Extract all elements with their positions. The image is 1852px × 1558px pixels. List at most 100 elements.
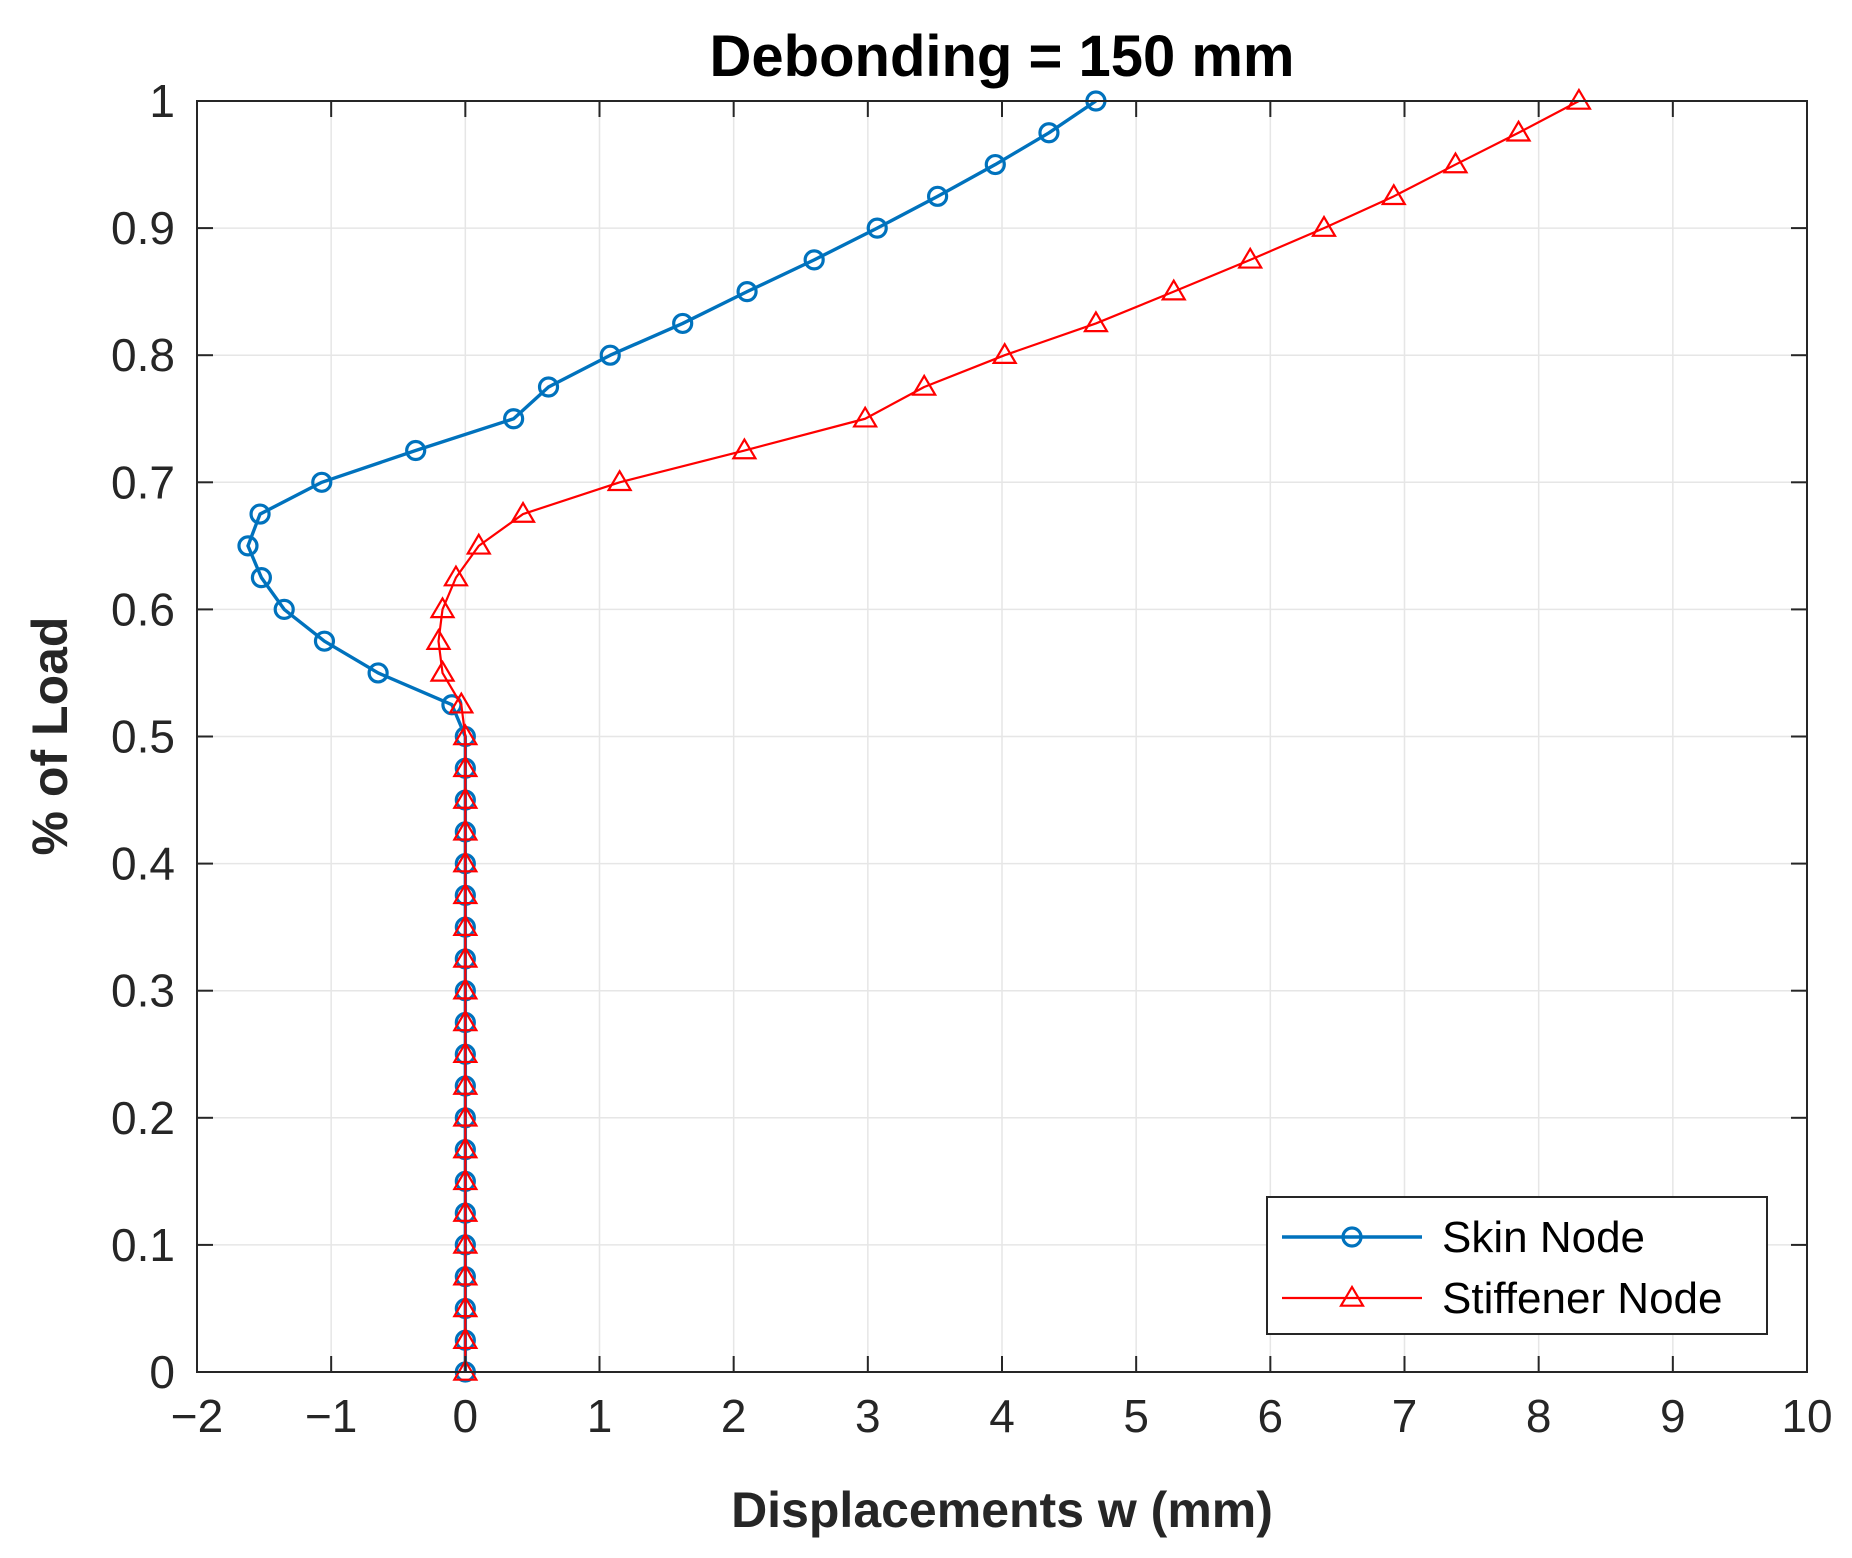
data-point-stiffener-node [452,1072,479,1095]
data-point-stiffener-node [443,564,469,587]
y-tick-label: 0.2 [111,1092,175,1144]
x-tick-label: 3 [855,1390,881,1442]
data-point-stiffener-node [452,1231,479,1254]
data-point-skin-node [599,344,621,366]
data-point-stiffener-node [429,659,456,682]
x-tick-label: 2 [721,1390,747,1442]
data-point-stiffener-node [1565,87,1592,110]
legend-marker-skin-node [1341,1226,1363,1248]
chart-title: Debonding = 150 mm [710,24,1295,89]
x-tick-label: 0 [453,1390,479,1442]
y-tick-label: 1 [149,75,175,127]
data-point-skin-node [736,281,758,303]
data-point-skin-node [237,535,259,557]
x-tick-label: 10 [1781,1390,1832,1442]
data-point-stiffener-node [465,532,492,555]
x-tick-label: −1 [305,1390,357,1442]
data-point-stiffener-node [606,469,633,492]
legend-marker-stiffener-node [1339,1284,1365,1307]
data-point-skin-node [803,249,825,271]
data-point-stiffener-node [452,850,479,873]
grid [196,100,1808,1373]
y-tick-label: 0 [149,1346,175,1398]
y-tick-label: 0.3 [111,965,175,1017]
data-point-stiffener-node [1505,119,1532,142]
data-point-stiffener-node [452,755,479,778]
data-point-skin-node [273,598,295,621]
data-point-skin-node [984,153,1006,176]
data-point-skin-node [1038,122,1060,144]
data-point-skin-node [311,471,333,493]
x-tick-label: 4 [989,1390,1015,1442]
y-axis-title: % of Load [22,617,78,856]
data-point-stiffener-node [452,1263,479,1286]
series-group [237,87,1592,1383]
data-point-skin-node [405,439,427,462]
y-tick-label: 0.8 [111,329,175,381]
x-tick-label: 8 [1526,1390,1552,1442]
legend-label-skin-node: Skin Node [1442,1213,1645,1262]
legend-label-stiffener-node: Stiffener Node [1442,1274,1722,1323]
data-point-stiffener-node [452,1295,479,1318]
data-point-stiffener-node [452,1104,479,1127]
data-point-stiffener-node [991,342,1018,364]
data-point-stiffener-node [452,1199,479,1222]
y-tick-label: 0.9 [111,202,175,254]
data-point-stiffener-node [452,977,479,1000]
data-point-skin-node [367,662,389,684]
data-point-stiffener-node [429,596,456,619]
data-point-stiffener-node [448,691,475,714]
data-point-stiffener-node [452,882,479,905]
data-point-stiffener-node [852,405,879,428]
data-point-skin-node [926,185,949,207]
y-tick-label: 0.5 [111,711,175,763]
data-point-stiffener-node [452,1009,479,1032]
data-point-stiffener-node [452,913,479,936]
legend-box [1266,1196,1768,1335]
legend: Skin Node Stiffener Node [1266,1196,1768,1335]
data-point-stiffener-node [1380,183,1407,206]
tick-labels: −2 −1 0 1 2 3 4 5 6 7 8 9 10 0 0.1 0.2 0.3 0.4 0.5 0.6 0.7 0.… [111,75,1833,1442]
legend-marker-shape-stiffener-node [1339,1284,1365,1307]
data-point-skin-node [249,503,271,525]
data-point-stiffener-node [452,1041,479,1064]
data-point-skin-node [503,408,525,430]
x-tick-label: 1 [587,1390,613,1442]
data-point-stiffener-node [1082,310,1109,333]
data-point-stiffener-node [1311,214,1337,237]
data-point-stiffener-node [1237,246,1264,269]
data-point-stiffener-node [452,818,479,841]
data-point-stiffener-node [452,786,479,809]
y-tick-label: 0.6 [111,583,175,635]
data-point-stiffener-node [731,437,758,460]
data-point-stiffener-node [510,500,536,523]
data-point-stiffener-node [1442,151,1469,174]
x-tick-label: 5 [1123,1390,1149,1442]
data-point-stiffener-node [452,1327,479,1350]
data-point-skin-node [672,312,694,335]
data-point-skin-node [313,630,336,652]
x-axis-title: Displacements w (mm) [731,1482,1273,1538]
data-point-stiffener-node [425,628,452,650]
data-point-stiffener-node [452,723,479,746]
series-stiffener-node [425,87,1592,1381]
legend-marker-shape-skin-node [1341,1226,1363,1248]
series-line-stiffener-node [437,100,1580,1372]
ticks [196,100,1808,1373]
x-tick-label: 6 [1258,1390,1284,1442]
data-point-stiffener-node [1160,278,1187,301]
data-point-stiffener-node [452,1168,479,1191]
data-point-stiffener-node [452,945,479,968]
data-point-skin-node [866,217,888,239]
data-point-stiffener-node [452,1136,479,1159]
data-point-stiffener-node [911,373,938,396]
y-tick-label: 0.7 [111,456,175,508]
data-point-skin-node [250,567,272,589]
data-point-stiffener-node [452,1358,479,1381]
y-tick-label: 0.4 [111,838,175,890]
x-tick-label: 7 [1392,1390,1418,1442]
x-tick-label: 9 [1660,1390,1686,1442]
data-point-skin-node [537,376,560,398]
x-tick-label: −2 [171,1390,223,1442]
